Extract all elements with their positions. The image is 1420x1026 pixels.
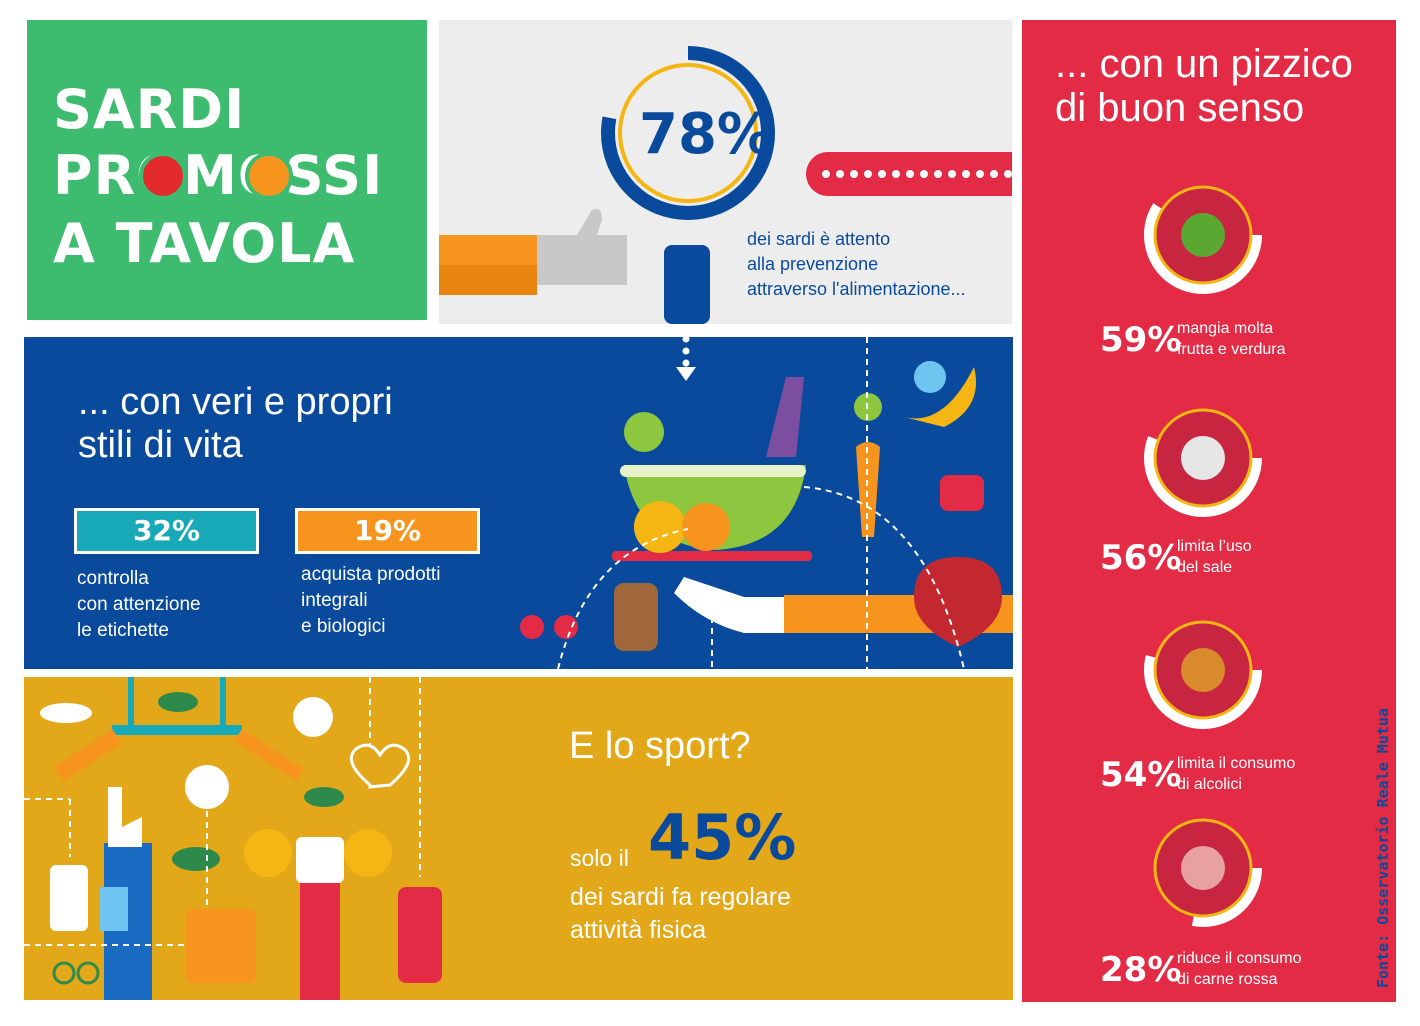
prevention-text: dei sardi è attento alla prevenzione attra… [747, 229, 966, 299]
prevention-value: 78% [639, 102, 774, 167]
sense-value: 59% [1100, 320, 1182, 360]
sport-value: 45% [648, 801, 797, 874]
carrot-icon [856, 442, 880, 537]
sense-value: 28% [1100, 950, 1182, 990]
sense-text: limita il consumo di alcolici [1177, 755, 1296, 793]
sense-rings [1144, 176, 1262, 927]
bicycle-icon [52, 961, 76, 985]
scale-icon [186, 909, 256, 983]
percent-arc [1144, 176, 1262, 294]
sport-heading: E lo sport? [569, 725, 751, 767]
heart-icon [349, 743, 411, 789]
hand-pointing-icon [108, 787, 142, 847]
hand-icon [674, 577, 784, 633]
title-line-3: A TAVOLA [53, 212, 356, 275]
sport-prefix: solo il [570, 845, 629, 871]
good-sense-panel: ... con un pizzico di buon senso 59% mangi… [1022, 20, 1396, 1002]
food-illustration [520, 337, 1013, 669]
percent-arc [1144, 399, 1262, 517]
sense-text: riduce il consumo di carne rossa [1177, 950, 1302, 988]
prevention-ring [439, 46, 775, 324]
sport-illustration [24, 677, 442, 1000]
percent-arc [1144, 611, 1262, 729]
orange-icon [245, 152, 293, 200]
sport-panel: E lo sport? solo il 45% dei sardi fa reg… [24, 677, 1013, 1000]
stat-labels-text: controlla con attenzione le etichette [77, 568, 201, 641]
sense-text: mangia molta frutta e verdura [1177, 320, 1286, 358]
bread-icon [614, 583, 658, 651]
percent-arc [1144, 809, 1262, 927]
stat-organic-value: 19% [295, 508, 480, 554]
sense-value: 56% [1100, 538, 1182, 578]
thumbs-up-icon [537, 208, 627, 285]
title-line-2: PROMOSSI [53, 144, 384, 207]
beet-icon [914, 557, 1002, 647]
stat-organic-text: acquista prodotti integrali e biologici [301, 564, 441, 637]
punching-bag-icon [398, 887, 442, 983]
volleyball-icon [293, 697, 333, 737]
sense-text: limita l’uso del sale [1177, 538, 1252, 576]
sport-text: dei sardi fa regolare attività fisica [570, 883, 791, 944]
title-line-1: SARDI [53, 78, 246, 141]
lifestyle-heading: ... con veri e propri stili di vita [78, 381, 393, 466]
stat-labels-value: 32% [74, 508, 259, 554]
source-text: Fonte: Osservatorio Reale Mutua [1374, 708, 1392, 988]
water-bottle-icon [50, 865, 88, 931]
sense-value: 54% [1100, 755, 1182, 795]
baseball-icon [185, 765, 229, 809]
apple-icon [139, 152, 187, 200]
lifestyle-panel: ... con veri e propri stili di vita 32% c… [24, 337, 1013, 669]
good-sense-heading: ... con un pizzico di buon senso [1055, 42, 1353, 130]
title-panel: SARDI PROMOSSI A TAVOLA [27, 20, 427, 320]
